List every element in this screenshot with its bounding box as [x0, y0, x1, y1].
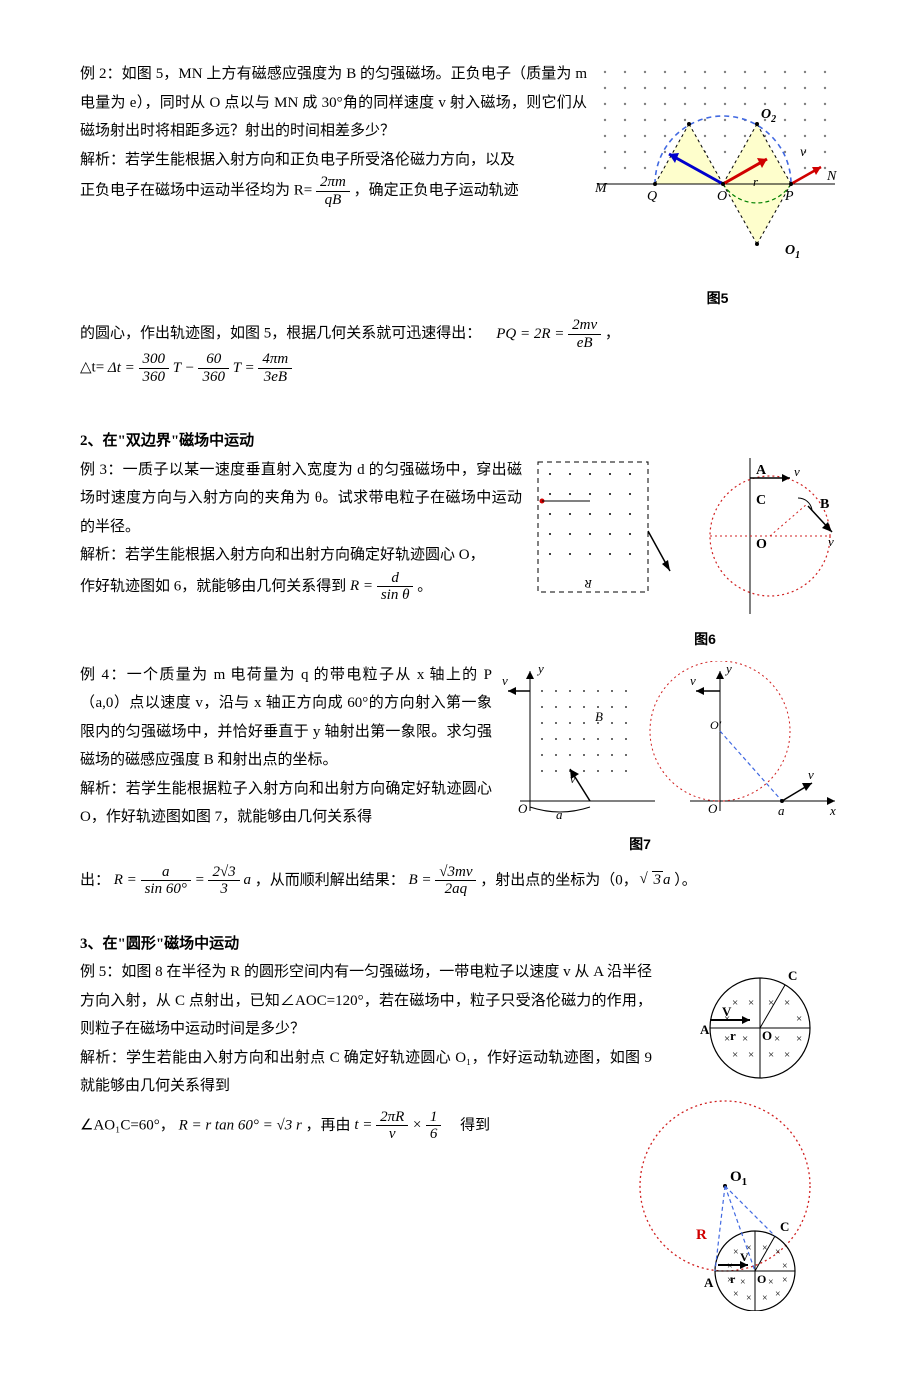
svg-text:y: y	[724, 661, 732, 676]
svg-text:B: B	[820, 497, 829, 512]
svg-text:×: ×	[727, 1261, 733, 1272]
figure-7: y O B v v a	[500, 661, 840, 858]
svg-text:×: ×	[784, 1049, 790, 1061]
svg-text:O1: O1	[730, 1169, 747, 1188]
formula-ex3: R = dsin θ	[350, 578, 417, 594]
svg-text:×: ×	[796, 1033, 802, 1045]
svg-text:O: O	[708, 801, 718, 816]
svg-text:×: ×	[782, 1275, 788, 1286]
svg-text:O: O	[518, 801, 528, 816]
ex4-result: 出： R = asin 60° = 2√33 a ，从而顺利解出结果： B = …	[80, 864, 840, 898]
figure-5-svg: M N Q O P r v O2 O1	[595, 64, 840, 274]
figure-9-svg: O1 ×××× ×× ×××× ×××× A O r C R	[630, 1091, 840, 1311]
svg-text:v: v	[502, 673, 508, 688]
ex2-analysis-3: 的圆心，作出轨迹图，如图 5，根据几何关系就可迅速得出： PQ = 2R = 2…	[80, 317, 840, 351]
svg-text:v: v	[570, 772, 576, 786]
formula-R: 2πm qB	[316, 174, 350, 208]
svg-text:×: ×	[784, 997, 790, 1009]
figure-6-caption: 图6	[570, 626, 840, 653]
svg-text:N: N	[826, 169, 837, 184]
svg-text:×: ×	[775, 1247, 781, 1258]
svg-text:C: C	[788, 968, 797, 983]
figure-6-svg: R A v C B v O	[530, 456, 840, 616]
text: 正负电子在磁场中运动半径均为 R=	[80, 182, 312, 198]
svg-text:r: r	[730, 1028, 736, 1043]
figure-5-caption: 图5	[595, 285, 840, 312]
svg-text:O: O	[717, 189, 727, 204]
svg-text:×: ×	[748, 1049, 754, 1061]
formula-dt: Δt = 300360 T − 60360 T = 4πm3eB	[108, 360, 292, 376]
svg-text:×: ×	[774, 1033, 780, 1045]
svg-text:×: ×	[796, 1013, 802, 1025]
svg-text:×: ×	[740, 1277, 746, 1288]
svg-text:A: A	[756, 463, 767, 478]
figure-7-caption: 图7	[440, 831, 840, 858]
svg-text:V: V	[740, 1250, 749, 1264]
text: 作好轨迹图如 6，就能够由几何关系得到	[80, 578, 346, 594]
svg-text:×: ×	[732, 1049, 738, 1061]
text: 的圆心，作出轨迹图，如图 5，根据几何关系就可迅速得出：	[80, 326, 481, 342]
section-2: 2、在"双边界"磁场中运动 R	[80, 427, 840, 898]
svg-text:×: ×	[768, 1049, 774, 1061]
svg-text:×: ×	[775, 1289, 781, 1300]
svg-text:×: ×	[748, 997, 754, 1009]
svg-text:×: ×	[762, 1293, 768, 1304]
section-3-head: 3、在"圆形"磁场中运动	[80, 930, 840, 959]
svg-text:×: ×	[768, 1277, 774, 1288]
svg-text:×: ×	[733, 1289, 739, 1300]
svg-text:a: a	[556, 807, 563, 821]
svg-text:v: v	[828, 534, 834, 549]
text: △t=	[80, 360, 104, 376]
section-3: 3、在"圆形"磁场中运动 ×××× ×× ×××× ×××× C A V r O	[80, 930, 840, 1322]
svg-text:V: V	[722, 1004, 732, 1019]
svg-text:A: A	[700, 1022, 710, 1037]
svg-text:B: B	[595, 709, 603, 724]
svg-text:O: O	[756, 537, 767, 552]
svg-text:O1: O1	[785, 243, 800, 261]
svg-text:O2: O2	[761, 107, 776, 125]
svg-text:C: C	[756, 493, 766, 508]
svg-text:O′: O′	[710, 718, 722, 732]
text: ，确定正负电子运动轨迹	[354, 182, 519, 198]
svg-text:×: ×	[742, 1033, 748, 1045]
svg-text:R: R	[696, 1227, 707, 1243]
text: 。	[417, 578, 432, 594]
section-2-head: 2、在"双边界"磁场中运动	[80, 427, 840, 456]
figure-8-svg: ×××× ×× ×××× ×××× C A V r O	[660, 958, 840, 1088]
svg-text:×: ×	[762, 1243, 768, 1254]
example-2: M N Q O P r v O2 O1 图5 例 2：如图 5，MN 上方有磁感…	[80, 60, 840, 385]
svg-text:v: v	[794, 464, 800, 479]
figure-7-svg: y O B v v a	[500, 661, 840, 821]
svg-text:v: v	[690, 673, 696, 688]
svg-text:×: ×	[733, 1247, 739, 1258]
svg-text:C: C	[780, 1219, 789, 1234]
figure-5: M N Q O P r v O2 O1 图5	[595, 64, 840, 311]
formula-PQ: PQ = 2R = 2mveB	[496, 326, 605, 342]
svg-text:R: R	[584, 577, 593, 591]
svg-text:v: v	[800, 145, 807, 160]
svg-text:×: ×	[732, 997, 738, 1009]
svg-text:y: y	[536, 661, 544, 676]
svg-text:×: ×	[782, 1261, 788, 1272]
figure-8: ×××× ×× ×××× ×××× C A V r O	[660, 958, 840, 1099]
svg-text:O: O	[762, 1028, 772, 1043]
figure-6: R A v C B v O 图6	[530, 456, 840, 653]
svg-text:a: a	[778, 803, 785, 818]
svg-text:M: M	[595, 181, 608, 196]
svg-text:×: ×	[768, 997, 774, 1009]
svg-text:v: v	[808, 767, 814, 782]
svg-text:O: O	[757, 1272, 766, 1286]
svg-text:Q: Q	[647, 189, 657, 204]
svg-text:x: x	[829, 803, 836, 818]
svg-text:r: r	[730, 1272, 736, 1286]
svg-text:×: ×	[746, 1293, 752, 1304]
svg-text:A: A	[704, 1275, 714, 1290]
ex2-dt: △t= Δt = 300360 T − 60360 T = 4πm3eB	[80, 351, 840, 385]
figure-9: O1 ×××× ×× ×××× ×××× A O r C R	[630, 1091, 840, 1322]
svg-text:P: P	[784, 189, 794, 204]
